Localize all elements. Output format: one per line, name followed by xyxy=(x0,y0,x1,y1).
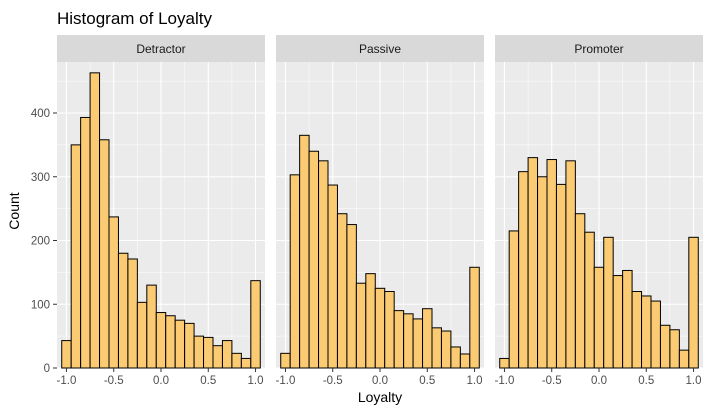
histogram-bar xyxy=(155,312,167,369)
histogram-bar xyxy=(650,300,661,369)
chart-title: Histogram of Loyalty xyxy=(57,9,212,28)
histogram-bar xyxy=(508,230,520,369)
histogram-bar xyxy=(108,216,119,369)
histogram-bar xyxy=(678,349,690,369)
histogram-bar xyxy=(459,353,471,369)
histogram-bar xyxy=(612,275,624,369)
histogram-bar xyxy=(308,150,320,369)
x-tick-label: 0.5 xyxy=(419,375,435,387)
histogram-bar xyxy=(669,329,680,369)
histogram-bar xyxy=(622,269,633,369)
histogram-bar xyxy=(555,183,567,369)
histogram-bar xyxy=(384,291,395,369)
y-tick-label: 300 xyxy=(31,172,50,184)
histogram-bar xyxy=(193,335,205,369)
histogram-bar xyxy=(336,213,348,369)
facet-strip xyxy=(57,35,265,62)
facet-panel-detractor: Detractor -1.0 -0.5 0.0 0.5 1.0 xyxy=(57,35,265,387)
histogram-bar xyxy=(99,139,110,369)
y-tick-label: 200 xyxy=(31,236,50,248)
histogram-bar xyxy=(365,273,376,369)
histogram-bar xyxy=(221,340,233,369)
histogram-bar xyxy=(231,352,242,369)
histogram-bar xyxy=(565,160,576,369)
x-tick-label: 0.0 xyxy=(591,375,607,387)
x-tick-label: 0.0 xyxy=(372,375,388,387)
histogram-bar xyxy=(299,134,310,369)
x-tick-label: -0.5 xyxy=(104,375,124,387)
facet-strip-label: Promoter xyxy=(574,42,623,56)
facet-panel-promoter: Promoter -1.0 -0.5 0.0 0.5 1.0 xyxy=(495,35,703,387)
facet-strip xyxy=(276,35,484,62)
histogram-bar xyxy=(146,284,157,369)
histogram-bar xyxy=(440,330,452,369)
histogram-bar xyxy=(641,295,652,369)
facet-strip xyxy=(495,35,703,62)
histogram-bar xyxy=(136,301,148,369)
x-tick-label: -1.0 xyxy=(276,375,296,387)
histogram-bar xyxy=(450,346,461,369)
histogram-bar xyxy=(431,327,442,369)
histogram-bar xyxy=(546,159,557,369)
histogram-bar xyxy=(422,308,433,369)
x-tick-label: 0.5 xyxy=(200,375,216,387)
histogram-bar xyxy=(70,144,82,369)
facet-strip-label: Passive xyxy=(359,42,401,56)
histogram-bar xyxy=(212,345,223,369)
y-tick-label: 400 xyxy=(31,108,50,120)
histogram-bar xyxy=(89,72,101,369)
x-tick-label: 0.0 xyxy=(153,375,169,387)
facet-panel-passive: Passive -1.0 -0.5 0.0 0.5 1.0 xyxy=(276,35,484,387)
x-tick-label: -0.5 xyxy=(323,375,343,387)
histogram-bar xyxy=(688,236,699,369)
histogram-bar xyxy=(374,287,386,369)
y-tick-label: 0 xyxy=(44,363,50,375)
histogram-bar xyxy=(174,319,186,369)
histogram-bar xyxy=(327,184,338,369)
x-tick-label: 1.0 xyxy=(467,375,483,387)
histogram-bar xyxy=(240,357,252,369)
x-tick-label: -0.5 xyxy=(542,375,562,387)
histogram-bar xyxy=(184,322,195,369)
histogram-bar xyxy=(574,213,586,369)
histogram-bar xyxy=(250,280,261,369)
histogram-bar xyxy=(80,116,91,369)
x-tick-label: -1.0 xyxy=(495,375,515,387)
histogram-bar xyxy=(280,352,291,369)
histogram-bar xyxy=(659,324,671,369)
x-tick-label: -1.0 xyxy=(57,375,77,387)
histogram-bar xyxy=(61,340,72,369)
histogram-bar xyxy=(318,160,329,369)
histogram-bar xyxy=(527,157,539,369)
histogram-bar xyxy=(593,266,605,369)
histogram-bar xyxy=(289,174,301,369)
y-axis-title: Count xyxy=(6,192,22,229)
histogram-bar xyxy=(518,171,529,369)
histogram-bar xyxy=(412,318,424,369)
histogram-bar xyxy=(346,224,357,369)
histogram-bar xyxy=(393,310,405,369)
x-tick-label: 1.0 xyxy=(686,375,702,387)
histogram-bar xyxy=(469,266,480,369)
histogram-bar xyxy=(603,236,614,369)
facet-strip-label: Detractor xyxy=(136,42,185,56)
histogram-bar xyxy=(537,176,548,369)
y-tick-label: 100 xyxy=(31,299,50,311)
x-tick-label: 0.5 xyxy=(638,375,654,387)
histogram-bar xyxy=(117,252,129,369)
histogram-bar xyxy=(631,291,643,369)
histogram-bar xyxy=(127,258,138,369)
histogram-bar xyxy=(499,357,510,369)
histogram-bar xyxy=(403,313,414,369)
x-tick-label: 1.0 xyxy=(248,375,264,387)
histogram-bar xyxy=(584,231,595,369)
x-axis-title: Loyalty xyxy=(358,389,402,405)
histogram-bar xyxy=(165,315,176,369)
histogram-bar xyxy=(203,336,214,369)
histogram-bar xyxy=(355,282,367,369)
